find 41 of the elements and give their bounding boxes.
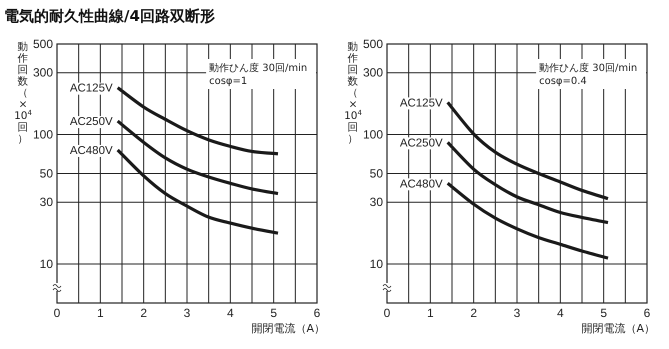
annotation: cosφ=0.4: [539, 76, 587, 87]
y-tick-label: 10: [370, 257, 384, 272]
y-tick-label: 500: [32, 37, 54, 51]
y-tick-label: 300: [32, 66, 54, 80]
x-tick-label: 5: [600, 306, 608, 320]
x-tick-label: 2: [470, 306, 478, 320]
y-tick-label: 500: [362, 37, 384, 51]
x-tick-label: 0: [384, 306, 391, 320]
y-tick-label: 50: [40, 166, 54, 180]
y-tick-label: 10: [40, 257, 54, 272]
y-tick-label: 100: [32, 128, 54, 142]
x-tick-label: 6: [644, 306, 651, 320]
x-axis-title: 開閉電流（A）: [581, 322, 655, 335]
x-tick-label: 5: [270, 306, 278, 320]
series-label: AC250V: [70, 116, 113, 128]
x-tick-label: 3: [514, 306, 521, 320]
x-tick-label: 4: [226, 306, 234, 320]
x-tick-label: 1: [426, 306, 434, 320]
x-tick-label: 4: [556, 306, 564, 320]
x-tick-label: 6: [314, 306, 321, 320]
annotation: 動作ひん度 30回/min: [209, 62, 308, 74]
text: 動作回数（×10$^{4}$回）: [344, 41, 362, 145]
x-tick-label: 1: [96, 306, 104, 320]
y-tick-label: 30: [370, 195, 384, 210]
annotation: 動作ひん度 30回/min: [539, 62, 638, 74]
y-tick-label: 30: [40, 195, 54, 210]
text: 動作回数（×10$^{4}$回）: [14, 41, 32, 145]
y-tick-label: 300: [362, 66, 384, 80]
annotation: cosφ=1: [209, 76, 248, 87]
y-tick-label: 50: [370, 166, 384, 180]
series-label: AC125V: [400, 97, 443, 110]
series-label: AC125V: [70, 82, 113, 95]
series-label: AC480V: [70, 144, 113, 157]
x-tick-label: 3: [184, 306, 191, 320]
chart-title: 電気的耐久性曲線/4回路双断形: [4, 7, 215, 25]
x-tick-label: 2: [140, 306, 148, 320]
x-axis-title: 開閉電流（A）: [251, 322, 325, 335]
series-label: AC480V: [400, 178, 443, 190]
series-label: AC250V: [400, 137, 443, 150]
y-tick-label: 100: [362, 128, 384, 142]
x-tick-label: 0: [54, 306, 61, 320]
